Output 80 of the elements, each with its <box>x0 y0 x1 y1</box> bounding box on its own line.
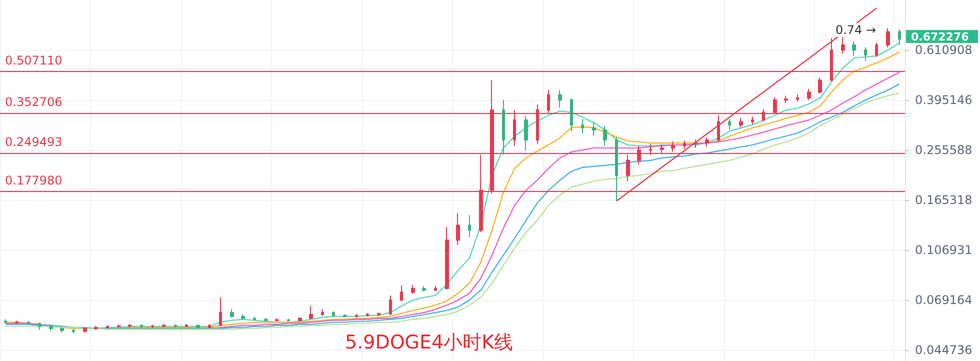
candlestick <box>174 324 177 328</box>
candlestick <box>818 77 822 94</box>
candlestick <box>502 100 505 156</box>
candlestick <box>275 318 279 322</box>
y-tick-label: 0.395146 <box>915 93 972 107</box>
candlestick <box>875 42 878 58</box>
candlestick <box>366 312 369 317</box>
y-tick-label: 0.255588 <box>915 143 972 158</box>
candlestick <box>841 34 845 54</box>
candlestick <box>615 137 618 202</box>
candlestick <box>343 314 347 318</box>
candlestick <box>434 285 437 292</box>
ref-line-label: 0.177980 <box>5 174 62 188</box>
candlestick <box>287 318 290 322</box>
candlestick <box>807 88 811 101</box>
candlestick <box>468 214 471 238</box>
y-tick-label: 0.165318 <box>915 193 972 208</box>
candlestick <box>27 320 30 326</box>
candlestick <box>128 323 132 328</box>
candlestick <box>241 314 245 320</box>
candlestick <box>558 90 562 108</box>
candlestick <box>784 95 788 104</box>
candlestick <box>524 115 528 151</box>
candlestick <box>796 94 799 102</box>
candlestick <box>581 118 584 134</box>
candlestick <box>185 323 188 328</box>
candlestick <box>332 310 335 317</box>
ref-line-label: 0.249493 <box>5 134 62 149</box>
candlestick <box>298 316 302 322</box>
candlestick <box>411 284 415 294</box>
candlestick <box>898 29 901 46</box>
candlestick <box>309 305 313 320</box>
y-tick-label: 0.044736 <box>915 343 972 358</box>
candlestick <box>377 312 381 316</box>
candlestick <box>162 324 166 328</box>
candlestick <box>208 324 211 330</box>
candlestick <box>117 324 121 328</box>
candlestick <box>570 98 573 132</box>
candlestick <box>705 137 709 148</box>
candlestick <box>230 308 234 318</box>
candlestick <box>864 46 867 62</box>
candlestick <box>728 118 731 130</box>
candlestick <box>38 322 41 330</box>
candlestick <box>4 318 7 324</box>
candlestick <box>355 314 358 318</box>
candlestick <box>264 317 268 322</box>
ref-line-label: 0.507110 <box>5 53 62 68</box>
y-tick-label: 0.610908 <box>915 42 972 57</box>
candlestick <box>49 324 53 332</box>
candlestick <box>751 116 754 125</box>
candlestick <box>592 122 596 136</box>
candlestick <box>694 139 697 149</box>
candlestick <box>603 126 607 146</box>
candlestick <box>83 326 87 333</box>
candlestick <box>196 324 200 330</box>
annotation: 0.74 → <box>835 22 876 37</box>
candlestick <box>151 324 154 328</box>
candlestick <box>253 316 256 321</box>
ref-line-label: 0.352706 <box>5 95 62 110</box>
candlestick <box>60 326 64 333</box>
y-tick-label: 0.069164 <box>915 293 972 308</box>
candlestick <box>15 320 19 324</box>
candlestick <box>94 326 98 330</box>
candlestick <box>422 286 426 292</box>
candlestick <box>140 324 143 328</box>
candlestick <box>321 308 324 316</box>
text: 0.672276 <box>911 30 970 44</box>
candlestick <box>72 328 75 334</box>
candlestick <box>683 140 686 150</box>
candlestick <box>106 324 109 330</box>
candlestick <box>389 295 392 316</box>
y-tick-label: 0.106931 <box>915 243 972 258</box>
candlestick <box>739 117 743 128</box>
text: 5.9DOGE4小时K线 <box>345 332 514 354</box>
candlestick <box>852 40 856 56</box>
candlestick <box>886 27 890 48</box>
candlestick <box>400 284 403 302</box>
candlestick <box>445 226 449 290</box>
candlestick <box>219 296 222 327</box>
candlestick <box>456 212 460 246</box>
